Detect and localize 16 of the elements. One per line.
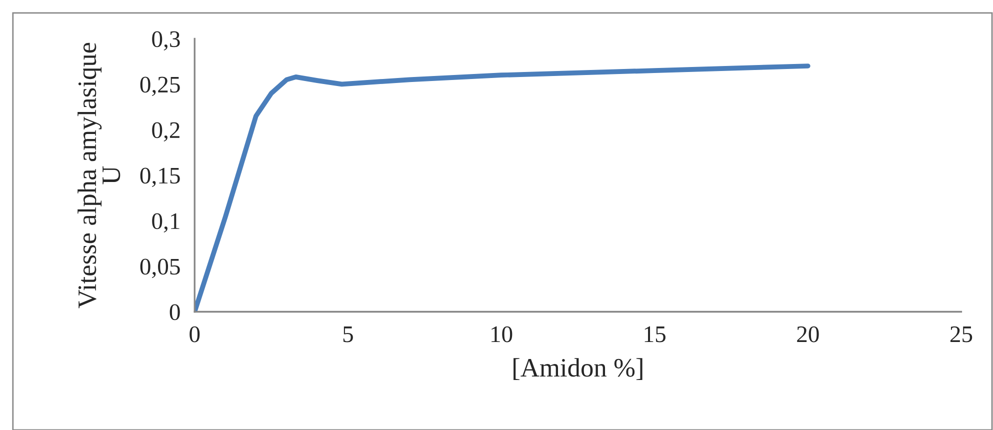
x-axis-title: [Amidon %] — [514, 358, 642, 380]
y-tick-label: 0,15 — [140, 168, 180, 188]
y-tick-label: 0,1 — [152, 213, 180, 233]
y-tick-label: 0,3 — [152, 31, 180, 51]
y-tick-label: 0 — [170, 304, 180, 320]
y-tick-label: 0,05 — [140, 258, 180, 278]
y-axis-title: Vitesse alpha amylasique U — [78, 42, 120, 308]
x-tick-label: 15 — [644, 326, 666, 342]
x-tick-label: 5 — [343, 326, 353, 342]
y-tick-label: 0,2 — [152, 122, 180, 142]
line-series — [194, 64, 810, 312]
y-tick-label: 0,25 — [140, 76, 180, 96]
x-tick-label: 10 — [492, 326, 512, 342]
x-tick-label: 25 — [950, 326, 972, 342]
x-tick-label: 20 — [797, 326, 819, 342]
x-tick-label: 0 — [190, 326, 200, 342]
